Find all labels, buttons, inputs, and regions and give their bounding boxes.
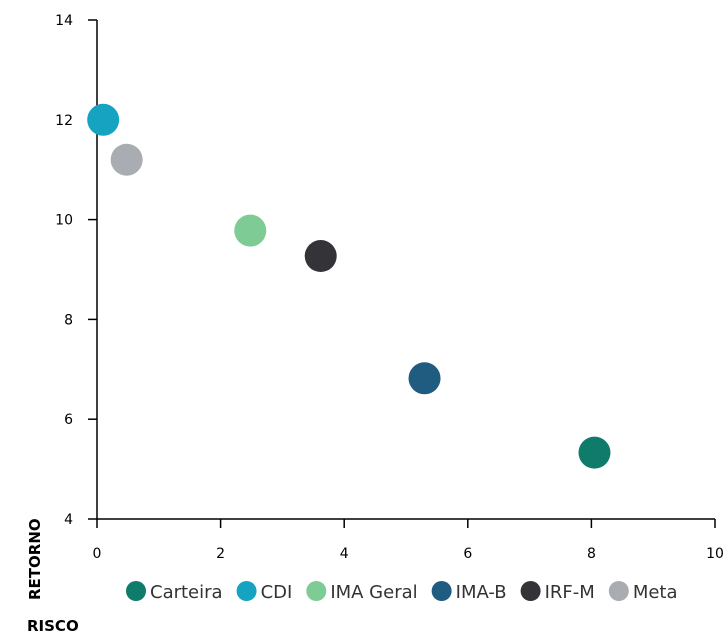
x-tick-label: 0: [93, 546, 102, 562]
x-tick-label: 4: [340, 546, 349, 562]
y-tick-label: 4: [64, 512, 73, 528]
point-irf-m: [304, 240, 337, 273]
point-ima-b: [408, 362, 441, 395]
data-points: [87, 103, 611, 469]
y-axis-title: RETORNO: [26, 518, 44, 600]
legend: Carteira CDI IMA Geral IMA-B IRF-M Meta: [126, 581, 678, 603]
legend-marker-ima-b: [431, 581, 452, 601]
x-tick-label: 2: [216, 546, 225, 562]
y-tick-label: 14: [55, 13, 73, 29]
y-tick-label: 12: [55, 113, 73, 129]
legend-label-carteira: Carteira: [150, 582, 223, 603]
x-ticks: 0 2 4 6 8 10: [93, 519, 724, 562]
y-ticks: 4 6 8 10 12 14: [55, 13, 97, 528]
y-tick-label: 8: [64, 312, 73, 328]
legend-marker-cdi: [236, 581, 257, 601]
y-tick-label: 6: [64, 412, 73, 428]
y-tick-label: 10: [55, 213, 73, 229]
axes: [96, 20, 715, 520]
point-meta: [110, 143, 143, 176]
legend-marker-carteira: [126, 581, 146, 601]
legend-marker-ima-geral: [306, 581, 327, 601]
point-carteira: [578, 436, 611, 469]
legend-marker-meta: [608, 581, 629, 601]
x-tick-label: 10: [706, 546, 724, 562]
legend-label-ima-geral: IMA Geral: [330, 582, 417, 603]
point-ima-geral: [234, 214, 267, 247]
x-tick-label: 6: [463, 546, 472, 562]
legend-label-cdi: CDI: [261, 582, 293, 603]
x-axis-title: RISCO: [27, 617, 79, 635]
x-tick-label: 8: [587, 546, 596, 562]
legend-label-ima-b: IMA-B: [456, 582, 507, 603]
legend-marker-irf-m: [520, 581, 541, 601]
point-cdi: [87, 103, 120, 136]
legend-label-irf-m: IRF-M: [545, 582, 595, 603]
legend-label-meta: Meta: [633, 582, 678, 603]
